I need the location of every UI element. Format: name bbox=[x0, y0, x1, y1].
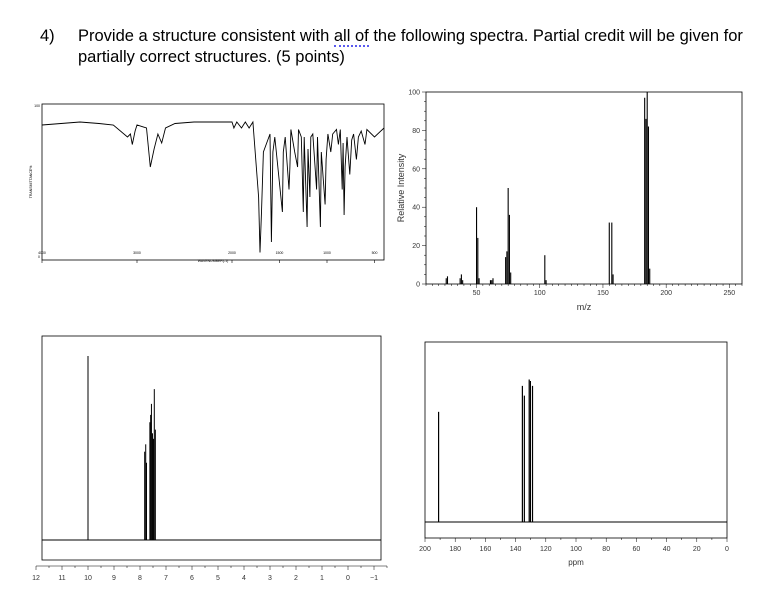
ms-y-tick-label: 80 bbox=[412, 128, 420, 135]
ms-y-tick-label: 100 bbox=[408, 90, 420, 97]
ms-x-tick-label: 100 bbox=[534, 290, 546, 297]
c-nmr-tick-label: 140 bbox=[510, 546, 522, 553]
ir-frame bbox=[41, 103, 385, 261]
ms-y-tick-label: 40 bbox=[412, 205, 420, 212]
ir-x-tick-label: 2000 bbox=[228, 251, 236, 255]
h-nmr-spectrum: 12 11 10 9 8 7 6 5 4 3 2 1 0 −1 bbox=[32, 335, 388, 582]
c-nmr-x-axis-title: ppm bbox=[568, 558, 584, 567]
h-nmr-tick-label: 1 bbox=[320, 575, 324, 582]
ir-trace bbox=[41, 120, 385, 253]
h-nmr-tick-label: 2 bbox=[294, 575, 298, 582]
c-nmr-tick-label: 20 bbox=[693, 546, 701, 553]
question-number: 4) bbox=[40, 27, 55, 45]
h-nmr-tick-label: 7 bbox=[164, 575, 168, 582]
h-nmr-tick-label: 12 bbox=[32, 575, 40, 582]
ir-x-tick-label: 1000 bbox=[323, 251, 331, 255]
question-prompt: Provide a structure consistent with all … bbox=[78, 27, 743, 66]
c-nmr-tick-label: 0 bbox=[725, 546, 729, 553]
h-nmr-tick-label: 6 bbox=[190, 575, 194, 582]
ms-x-tick-label: 150 bbox=[597, 290, 609, 297]
h-nmr-tick-label: 11 bbox=[58, 575, 65, 582]
h-nmr-tick-label: 9 bbox=[112, 575, 116, 582]
ir-spectrum: 4000 3000 2000 1500 1000 5001000TRANSMITTANCE… bbox=[29, 103, 385, 263]
c-nmr-tick-label: 160 bbox=[480, 546, 492, 553]
c-nmr-tick-label: 60 bbox=[633, 546, 641, 553]
c-nmr-tick-label: 120 bbox=[540, 546, 552, 553]
h-nmr-tick-label: 3 bbox=[268, 575, 272, 582]
ir-x-tick-label: 3000 bbox=[133, 251, 141, 255]
h-nmr-tick-label: 0 bbox=[346, 575, 350, 582]
ms-y-tick-label: 20 bbox=[412, 243, 420, 250]
h-nmr-tick-label: 4 bbox=[242, 575, 246, 582]
ir-x-tick-label: 500 bbox=[372, 251, 378, 255]
c-nmr-tick-label: 80 bbox=[602, 546, 610, 553]
h-nmr-tick-label: −1 bbox=[370, 575, 378, 582]
c-nmr-tick-label: 40 bbox=[663, 546, 671, 553]
ms-x-tick-label: 250 bbox=[724, 290, 736, 297]
ms-y-zero-label: 0 bbox=[416, 282, 420, 289]
ir-x-axis-title: WAVENUMBER(-1) bbox=[198, 259, 229, 263]
c-nmr-tick-label: 200 bbox=[419, 546, 431, 553]
ir-y-top-label: 100 bbox=[34, 104, 40, 108]
ms-x-tick-label: 50 bbox=[473, 290, 481, 297]
h-nmr-frame bbox=[41, 335, 382, 561]
c-nmr-tick-label: 100 bbox=[570, 546, 582, 553]
ms-x-axis-title: m/z bbox=[577, 302, 592, 312]
c-nmr-tick-label: 180 bbox=[449, 546, 461, 553]
ms-frame bbox=[425, 91, 743, 285]
ir-x-tick-label: 1500 bbox=[276, 251, 284, 255]
ir-y-axis-title: TRANSMITTANCE% bbox=[29, 166, 33, 199]
h-nmr-tick-label: 10 bbox=[84, 575, 92, 582]
ms-y-axis-title: Relative Intensity bbox=[396, 153, 406, 222]
c-nmr-frame bbox=[424, 341, 728, 539]
mass-spectrum: 50 100 150 200 250 20 40 60 80 100 0 Relative Inten… bbox=[396, 90, 743, 312]
h-nmr-tick-label: 5 bbox=[216, 575, 220, 582]
underlined-phrase: all of bbox=[333, 27, 369, 47]
ms-x-tick-label: 200 bbox=[660, 290, 672, 297]
ir-y-zero-label: 0 bbox=[38, 255, 40, 259]
ir-x-tick-label: 4000 bbox=[38, 251, 46, 255]
h-nmr-tick-label: 8 bbox=[138, 575, 142, 582]
ms-y-tick-label: 60 bbox=[412, 166, 420, 173]
